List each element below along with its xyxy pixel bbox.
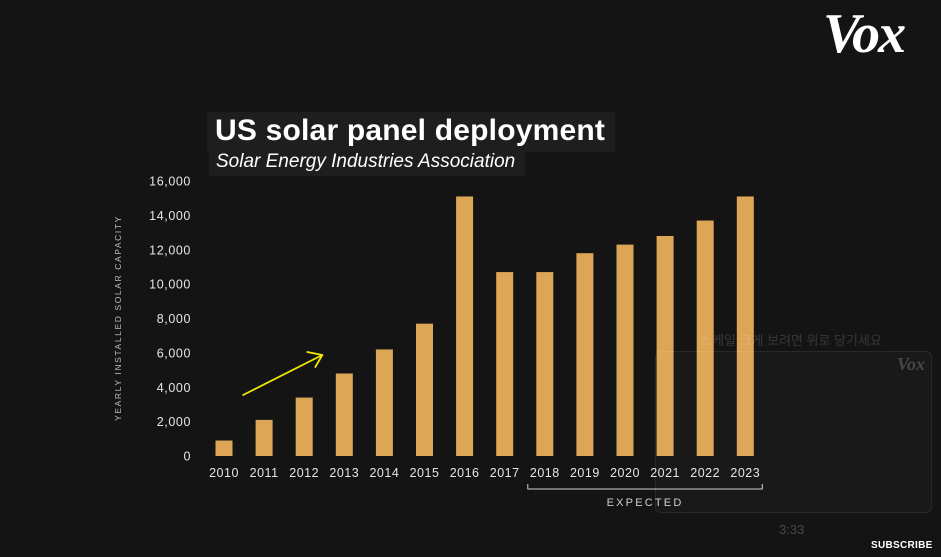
x-tick-label: 2014	[369, 466, 399, 480]
bar-2018	[536, 272, 554, 456]
chart-title: US solar panel deployment	[215, 114, 606, 147]
mini-player-preview[interactable]: Vox	[655, 351, 932, 513]
bar-2020	[616, 244, 634, 456]
expected-bracket	[527, 484, 763, 490]
x-tick-label: 2011	[250, 466, 279, 480]
trend-arrow-shaft	[242, 354, 324, 396]
pull-hint-text: 스케일 크게 보려면 위로 당기세요	[700, 333, 882, 348]
y-axis-label: YEARLY INSTALLED SOLAR CAPACITY	[113, 215, 123, 421]
mini-player-logo: Vox	[896, 354, 925, 374]
x-tick-label: 2015	[410, 466, 440, 480]
y-tick-label: 12,000	[149, 243, 191, 257]
x-tick-label: 2016	[450, 466, 480, 480]
y-tick-label: 4,000	[157, 381, 191, 395]
y-tick-label: 6,000	[157, 346, 191, 360]
bar-2017	[496, 272, 514, 456]
bar-2019	[576, 253, 594, 456]
bar-2010	[215, 440, 233, 456]
y-tick-label: 2,000	[157, 415, 191, 429]
trend-arrow-head	[306, 351, 324, 368]
bar-2023	[736, 196, 754, 456]
y-tick-label: 14,000	[149, 209, 191, 223]
video-timestamp: 3:33	[779, 522, 805, 537]
bar-2016	[456, 196, 474, 456]
bar-2011	[255, 419, 273, 456]
bar-2022	[696, 220, 714, 456]
expected-label: EXPECTED	[607, 497, 684, 509]
bar-2015	[416, 323, 433, 456]
bar-2014	[375, 349, 393, 456]
x-tick-label: 2021	[650, 466, 680, 480]
chart-title-box: US solar panel deployment	[207, 112, 616, 152]
y-tick-label: 0	[183, 450, 191, 464]
x-tick-label: 2012	[289, 466, 319, 480]
x-tick-label: 2017	[490, 466, 520, 480]
x-tick-label: 2023	[730, 466, 760, 480]
bar-2012	[295, 397, 313, 456]
chart-subtitle-box: Solar Energy Industries Association	[209, 150, 526, 176]
x-tick-label: 2020	[610, 466, 640, 480]
y-tick-label: 16,000	[149, 175, 191, 189]
x-tick-label: 2022	[690, 466, 720, 480]
bar-2021	[656, 236, 674, 456]
x-tick-label: 2013	[329, 466, 359, 480]
x-tick-label: 2019	[570, 466, 600, 480]
y-tick-label: 10,000	[149, 278, 191, 292]
bar-2013	[335, 373, 353, 456]
vox-logo: Vox	[823, 3, 906, 65]
subscribe-button[interactable]: SUBSCRIBE	[871, 540, 933, 551]
x-tick-label: 2018	[530, 466, 560, 480]
chart-subtitle: Solar Energy Industries Association	[216, 151, 516, 172]
x-tick-label: 2010	[209, 466, 239, 480]
y-tick-label: 8,000	[157, 312, 191, 326]
